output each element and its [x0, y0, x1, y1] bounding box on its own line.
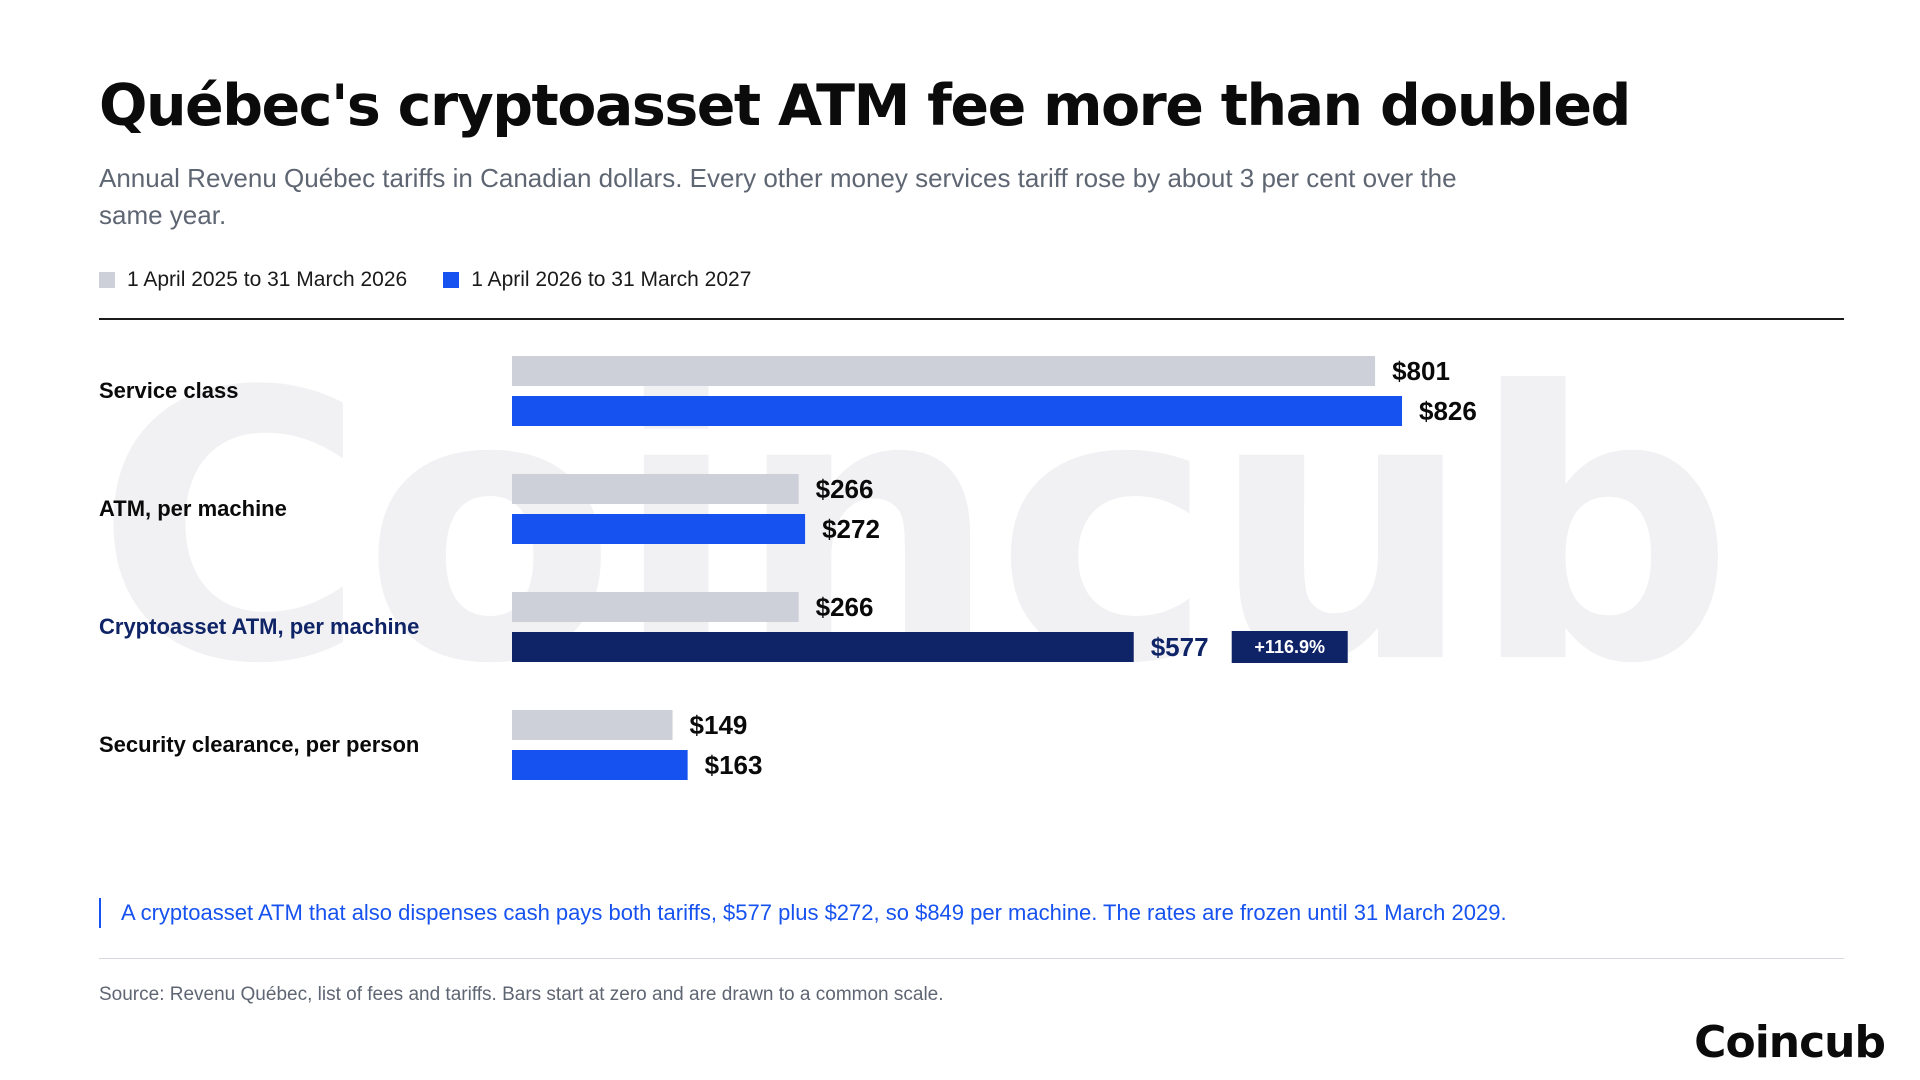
bar	[512, 514, 806, 544]
legend-label-current: 1 April 2026 to 31 March 2027	[471, 268, 752, 291]
bar	[512, 632, 1134, 662]
legend-swatch-previous	[99, 272, 115, 288]
bar	[512, 474, 799, 504]
category-label: Cryptoasset ATM, per machine	[99, 614, 419, 639]
legend: 1 April 2025 to 31 March 2026 1 April 20…	[99, 268, 751, 292]
legend-item-current: 1 April 2026 to 31 March 2027	[443, 268, 751, 292]
callout-note: A cryptoasset ATM that also dispenses ca…	[99, 898, 1507, 928]
data-label: $826	[1419, 396, 1477, 426]
data-label: $149	[690, 710, 748, 740]
bar-chart: Service class $801 $826 ATM, per machine $26…	[99, 356, 1477, 780]
header-rule	[99, 318, 1844, 320]
bar	[512, 750, 688, 780]
data-label: $266	[816, 474, 874, 504]
footer-rule	[99, 958, 1844, 959]
brand-logo: Coincub	[1694, 1017, 1886, 1068]
data-label: $801	[1392, 356, 1450, 386]
change-badge	[1231, 631, 1348, 663]
legend-label-previous: 1 April 2025 to 31 March 2026	[127, 268, 408, 291]
bar	[512, 710, 673, 740]
legend-item-previous: 1 April 2025 to 31 March 2026	[99, 268, 407, 292]
data-label: $163	[705, 750, 763, 780]
bar	[512, 592, 799, 622]
source-note: Source: Revenu Québec, list of fees and …	[99, 984, 944, 1005]
category-label: Service class	[99, 378, 238, 403]
data-label: $272	[822, 514, 880, 544]
chart-subtitle: Annual Revenu Québec tariffs in Canadian…	[99, 163, 1457, 230]
data-label: $577	[1151, 632, 1209, 662]
bar	[512, 356, 1376, 386]
data-label: $266	[816, 592, 874, 622]
bar	[512, 396, 1403, 426]
change-badge-label: +116.9%	[1254, 637, 1325, 657]
category-label: ATM, per machine	[99, 496, 287, 521]
legend-swatch-current	[443, 272, 460, 288]
chart-title: Québec's cryptoasset ATM fee more than d…	[99, 73, 1631, 139]
category-label: Security clearance, per person	[99, 732, 419, 757]
